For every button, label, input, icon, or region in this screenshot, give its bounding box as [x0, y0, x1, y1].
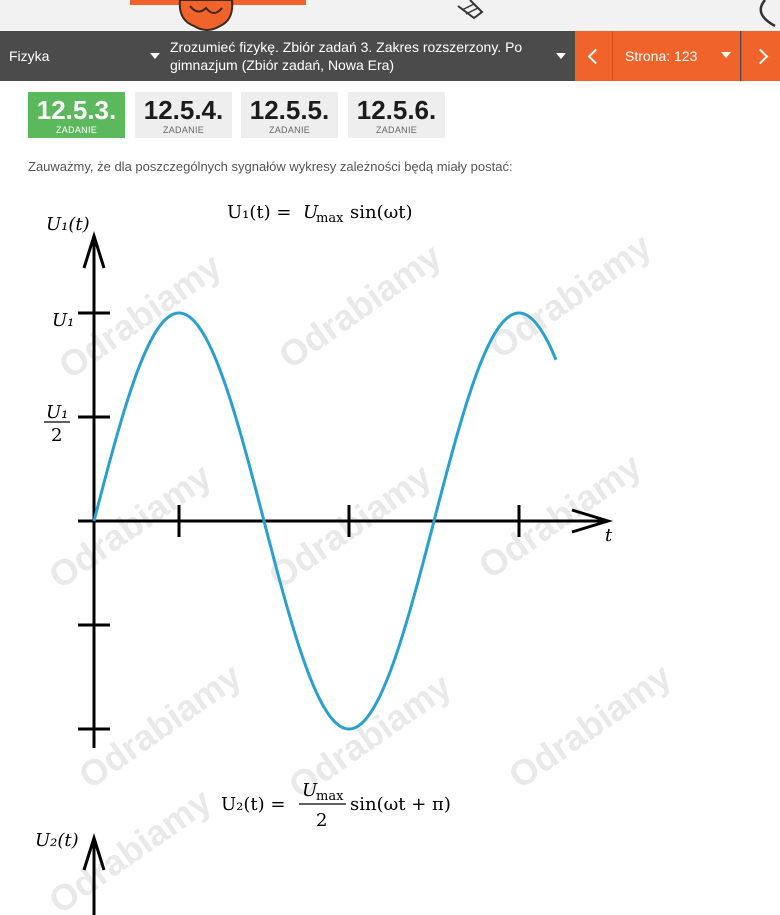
navigation-bar: Fizyka Zrozumieć fizykę. Zbiór zadań 3. …: [0, 31, 780, 81]
formula-2: U₂(t) = U max 2 sin(ωt + π): [221, 780, 451, 831]
formula-2-num-sub: max: [316, 789, 344, 804]
chevron-left-icon: [587, 48, 604, 65]
task-number: 12.5.4.: [143, 95, 224, 125]
previous-page-button[interactable]: [575, 31, 613, 81]
caret-down-icon: [150, 53, 160, 59]
formula-2-lhs: U₂(t) =: [221, 794, 285, 815]
task-tab[interactable]: 12.5.5. ZADANIE: [241, 92, 338, 138]
subject-dropdown[interactable]: Fizyka: [0, 31, 166, 81]
brain-logo-icon: [178, 0, 234, 31]
formula-2-den: 2: [316, 810, 327, 831]
caret-down-icon: [556, 53, 566, 59]
intro-text: Zauważmy, że dla poszczególnych sygnałów…: [28, 159, 513, 174]
corner-shape-icon: [759, 0, 776, 28]
task-tab[interactable]: 12.5.4. ZADANIE: [135, 92, 232, 138]
book-title: Zrozumieć fizykę. Zbiór zadań 3. Zakres …: [170, 39, 523, 73]
watermark-text: Odrabiamy: [501, 655, 679, 796]
task-number: 12.5.3.: [36, 95, 117, 125]
watermark-text: Odrabiamy: [471, 445, 649, 586]
axes-1: [78, 230, 614, 748]
formula-2-num: U: [302, 780, 318, 801]
book-dropdown[interactable]: Zrozumieć fizykę. Zbiór zadań 3. Zakres …: [166, 31, 575, 81]
task-tab[interactable]: 12.5.6. ZADANIE: [348, 92, 445, 138]
subject-label: Fizyka: [9, 48, 50, 64]
rocket-icon: [457, 0, 484, 20]
x-arrow-icon: [571, 508, 614, 534]
watermark-text: Odrabiamy: [271, 235, 449, 376]
formula-1-rhs: sin(ωt): [350, 202, 413, 223]
tick-label-half-den: 2: [51, 425, 62, 446]
task-label: ZADANIE: [375, 125, 418, 135]
task-label: ZADANIE: [268, 125, 311, 135]
signal-curve-1: [92, 311, 558, 731]
task-label: ZADANIE: [162, 125, 205, 135]
formula-1-lhs: U₁(t) =: [227, 202, 291, 223]
task-number: 12.5.6.: [356, 95, 437, 125]
chevron-right-icon: [752, 48, 769, 65]
task-tab[interactable]: 12.5.3. ZADANIE: [28, 92, 125, 138]
y-axis-label-1: U₁(t): [46, 214, 90, 235]
page-dropdown[interactable]: Strona: 123: [613, 31, 740, 81]
y-axis-label-2: U₂(t): [35, 830, 79, 851]
formula-1-U: U: [303, 202, 319, 223]
y-arrow-icon: [82, 230, 106, 269]
formula-1-sub: max: [316, 211, 344, 226]
axes-2: [82, 832, 106, 915]
header-strip: [0, 0, 780, 31]
caret-down-icon: [721, 52, 731, 58]
tick-label-half-num: U₁: [46, 402, 68, 423]
tick-label-U1: U₁: [52, 310, 74, 331]
watermark-text: Odrabiamy: [41, 455, 219, 596]
watermark-text: Odrabiamy: [481, 225, 659, 366]
page-label: Strona: 123: [625, 48, 698, 64]
solution-figure: Odrabiamy Odrabiamy Odrabiamy Odrabiamy …: [35, 202, 679, 915]
next-page-button[interactable]: [741, 31, 780, 81]
formula-2-rhs: sin(ωt + π): [350, 794, 451, 815]
y-arrow-icon: [82, 832, 106, 871]
task-number: 12.5.5.: [249, 95, 330, 125]
formula-1: U₁(t) = U max sin(ωt): [227, 202, 413, 226]
watermark-text: Odrabiamy: [71, 655, 249, 796]
x-axis-label: t: [605, 525, 613, 546]
task-label: ZADANIE: [55, 125, 98, 135]
